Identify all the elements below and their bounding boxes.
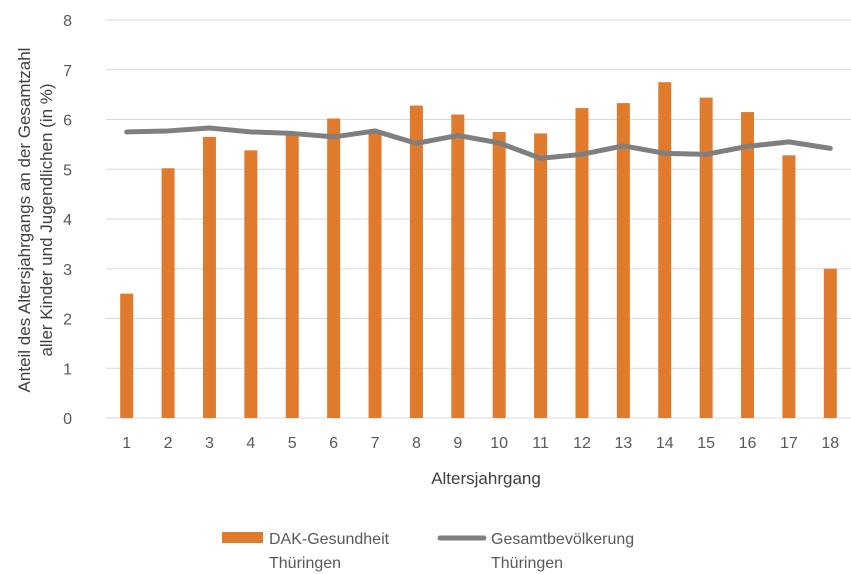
x-tick-label: 12 — [573, 435, 591, 452]
x-tick-label: 7 — [371, 435, 380, 452]
y-axis-title-line-1: Anteil des Altersjahrgangs an der Gesamt… — [15, 48, 34, 393]
bar — [327, 118, 341, 418]
bar-series — [120, 82, 837, 419]
y-tick-label: 3 — [63, 262, 72, 279]
bar — [699, 97, 713, 419]
y-tick-label: 4 — [63, 212, 72, 229]
x-tick-label: 3 — [205, 435, 214, 452]
bar — [658, 82, 672, 418]
y-tick-label: 1 — [63, 361, 72, 378]
x-tick-label: 5 — [288, 435, 297, 452]
bar — [782, 155, 796, 418]
x-tick-label: 8 — [412, 435, 421, 452]
legend-swatch-bar — [222, 532, 263, 543]
x-tick-label: 10 — [490, 435, 508, 452]
y-axis-title-line-2: aller Kinder und Jugendlichen (in %) — [37, 83, 56, 356]
line-series — [124, 125, 833, 161]
y-tick-label: 7 — [63, 63, 72, 80]
x-tick-label: 14 — [656, 435, 674, 452]
bar — [492, 131, 506, 418]
legend-label-line-line-2: Thüringen — [491, 555, 563, 572]
bar — [616, 103, 630, 419]
gridlines — [106, 19, 851, 419]
x-tick-label: 16 — [739, 435, 757, 452]
x-tick-label: 13 — [614, 435, 632, 452]
x-tick-label: 15 — [697, 435, 715, 452]
bar — [120, 293, 134, 418]
line-path — [124, 125, 833, 161]
bar — [368, 130, 382, 418]
y-tick-label: 0 — [63, 411, 72, 428]
x-tick-label: 2 — [164, 435, 173, 452]
bar — [285, 132, 299, 418]
bar — [451, 114, 465, 419]
legend-label-bar-line-1: DAK-Gesundheit — [269, 531, 390, 548]
bar — [161, 168, 175, 418]
bar — [409, 105, 423, 418]
x-tick-label: 6 — [329, 435, 338, 452]
x-tick-label: 4 — [246, 435, 255, 452]
bar — [575, 108, 589, 419]
bar — [823, 268, 837, 418]
legend-label-bar-line-2: Thüringen — [269, 555, 341, 572]
y-tick-label: 5 — [63, 162, 72, 179]
y-tick-label: 8 — [63, 13, 72, 30]
bar — [741, 112, 755, 418]
bar — [244, 150, 258, 418]
bar — [534, 133, 548, 418]
x-tick-label: 17 — [780, 435, 798, 452]
legend: DAK-Gesundheit Thüringen Gesamtbevölkeru… — [222, 531, 634, 572]
y-axis-title: Anteil des Altersjahrgangs an der Gesamt… — [15, 48, 56, 393]
y-tick-label: 6 — [63, 113, 72, 130]
x-axis-title: Altersjahrgang — [431, 469, 541, 488]
x-tick-label: 9 — [453, 435, 462, 452]
y-axis-ticks: 0 1 2 3 4 5 6 7 8 — [63, 13, 72, 428]
x-axis-ticks: 1 2 3 4 5 6 7 8 9 10 11 12 13 14 15 16 17 18 — [122, 435, 839, 452]
bar — [202, 136, 216, 418]
x-tick-label: 1 — [122, 435, 131, 452]
y-tick-label: 2 — [63, 312, 72, 329]
x-tick-label: 18 — [821, 435, 839, 452]
x-tick-label: 11 — [532, 435, 549, 452]
legend-label-line-line-1: Gesamtbevölkerung — [491, 531, 634, 548]
